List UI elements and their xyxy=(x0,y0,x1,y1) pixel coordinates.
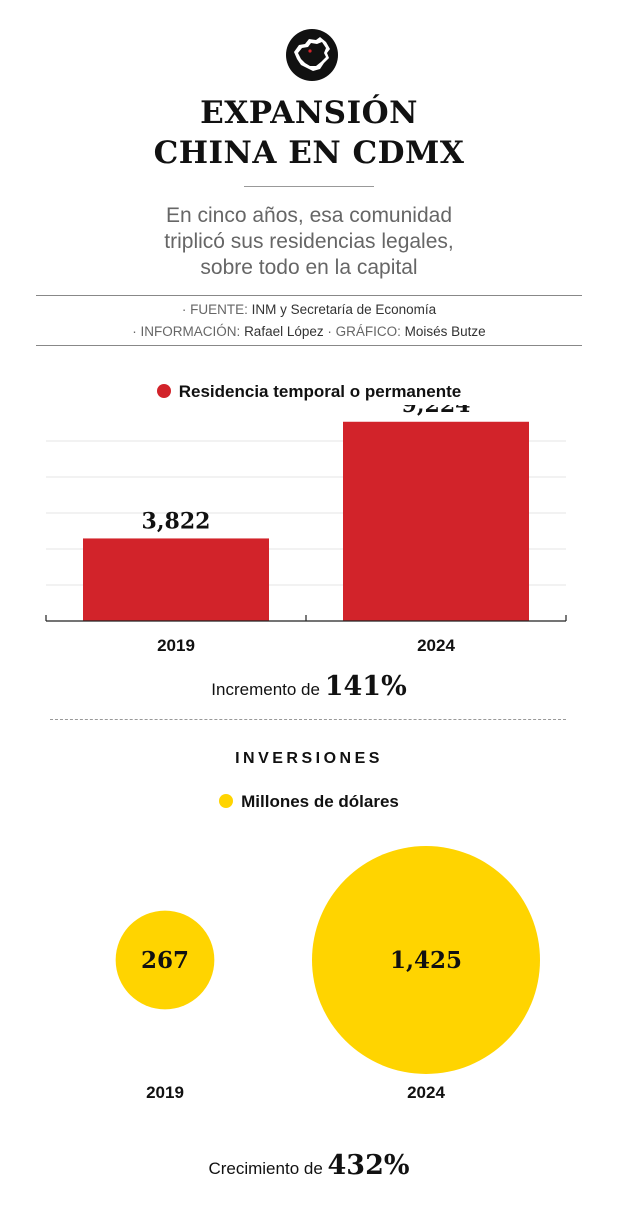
bubble-growth-value: 432% xyxy=(327,1150,410,1181)
credits-bottom-rule xyxy=(36,345,582,346)
yellow-dot-icon xyxy=(219,794,234,808)
title-line-2: CHINA EN CDMX xyxy=(153,135,465,171)
bar-legend-label: Residencia temporal o permanente xyxy=(178,382,462,401)
bubble-growth-note: Crecimiento de 432% xyxy=(0,1150,618,1181)
subtitle-line-1: En cinco años, esa comunidad xyxy=(165,204,452,227)
bar-2024 xyxy=(343,421,529,621)
bar-value-label: 9,224 xyxy=(402,405,471,418)
bar-value-label: 3,822 xyxy=(142,508,211,534)
bar-chart-legend: Residencia temporal o permanente xyxy=(0,382,618,402)
bubble-legend-label: Millones de dólares xyxy=(241,792,399,811)
bar-growth-text: Incremento de xyxy=(211,680,320,699)
bubble-2019 xyxy=(115,910,215,1010)
credits-top-rule xyxy=(36,295,582,296)
bubble-category-label: 2024 xyxy=(407,1083,445,1102)
subtitle-line-3: sobre todo en la capital xyxy=(200,256,418,279)
title-line-1: EXPANSIÓN xyxy=(200,95,418,131)
bar-chart: 3,822 2019 9,224 2024 xyxy=(45,405,567,655)
bubble-chart-legend: Millones de dólares xyxy=(0,792,618,812)
information-label: · INFORMACIÓN: xyxy=(132,324,241,339)
bubble-growth-text: Crecimiento de xyxy=(208,1159,323,1178)
graphic-value: Moisés Butze xyxy=(404,324,486,339)
x-tick-label: 2019 xyxy=(157,636,195,655)
investments-section-title: INVERSIONES xyxy=(235,750,383,767)
source-value: INM y Secretaría de Economía xyxy=(251,302,437,317)
title-divider xyxy=(244,186,374,187)
credits-source: · FUENTE: INM y Secretaría de Economía xyxy=(0,299,618,321)
x-tick-label: 2024 xyxy=(417,636,455,655)
red-dot-icon xyxy=(156,384,171,398)
bar-2019 xyxy=(83,538,269,621)
bubble-chart: 267 2019 1,425 2024 xyxy=(115,846,540,1102)
bar-growth-value: 141% xyxy=(324,671,407,702)
bubble-2024 xyxy=(312,846,540,1074)
bubble-value-label: 1,425 xyxy=(390,947,462,974)
section-divider xyxy=(50,719,566,720)
subtitle-line-2: triplicó sus residencias legales, xyxy=(164,230,454,253)
credits-authors: · INFORMACIÓN: Rafael López · GRÁFICO: M… xyxy=(0,321,618,343)
graphic-label: · GRÁFICO: xyxy=(327,324,401,339)
source-label: · FUENTE: xyxy=(181,302,248,317)
china-map-globe-icon xyxy=(286,29,338,81)
information-value: Rafael López xyxy=(244,324,324,339)
bubble-category-label: 2019 xyxy=(146,1083,184,1102)
bar-growth-note: Incremento de 141% xyxy=(0,671,618,702)
bubble-value-label: 267 xyxy=(141,947,189,974)
